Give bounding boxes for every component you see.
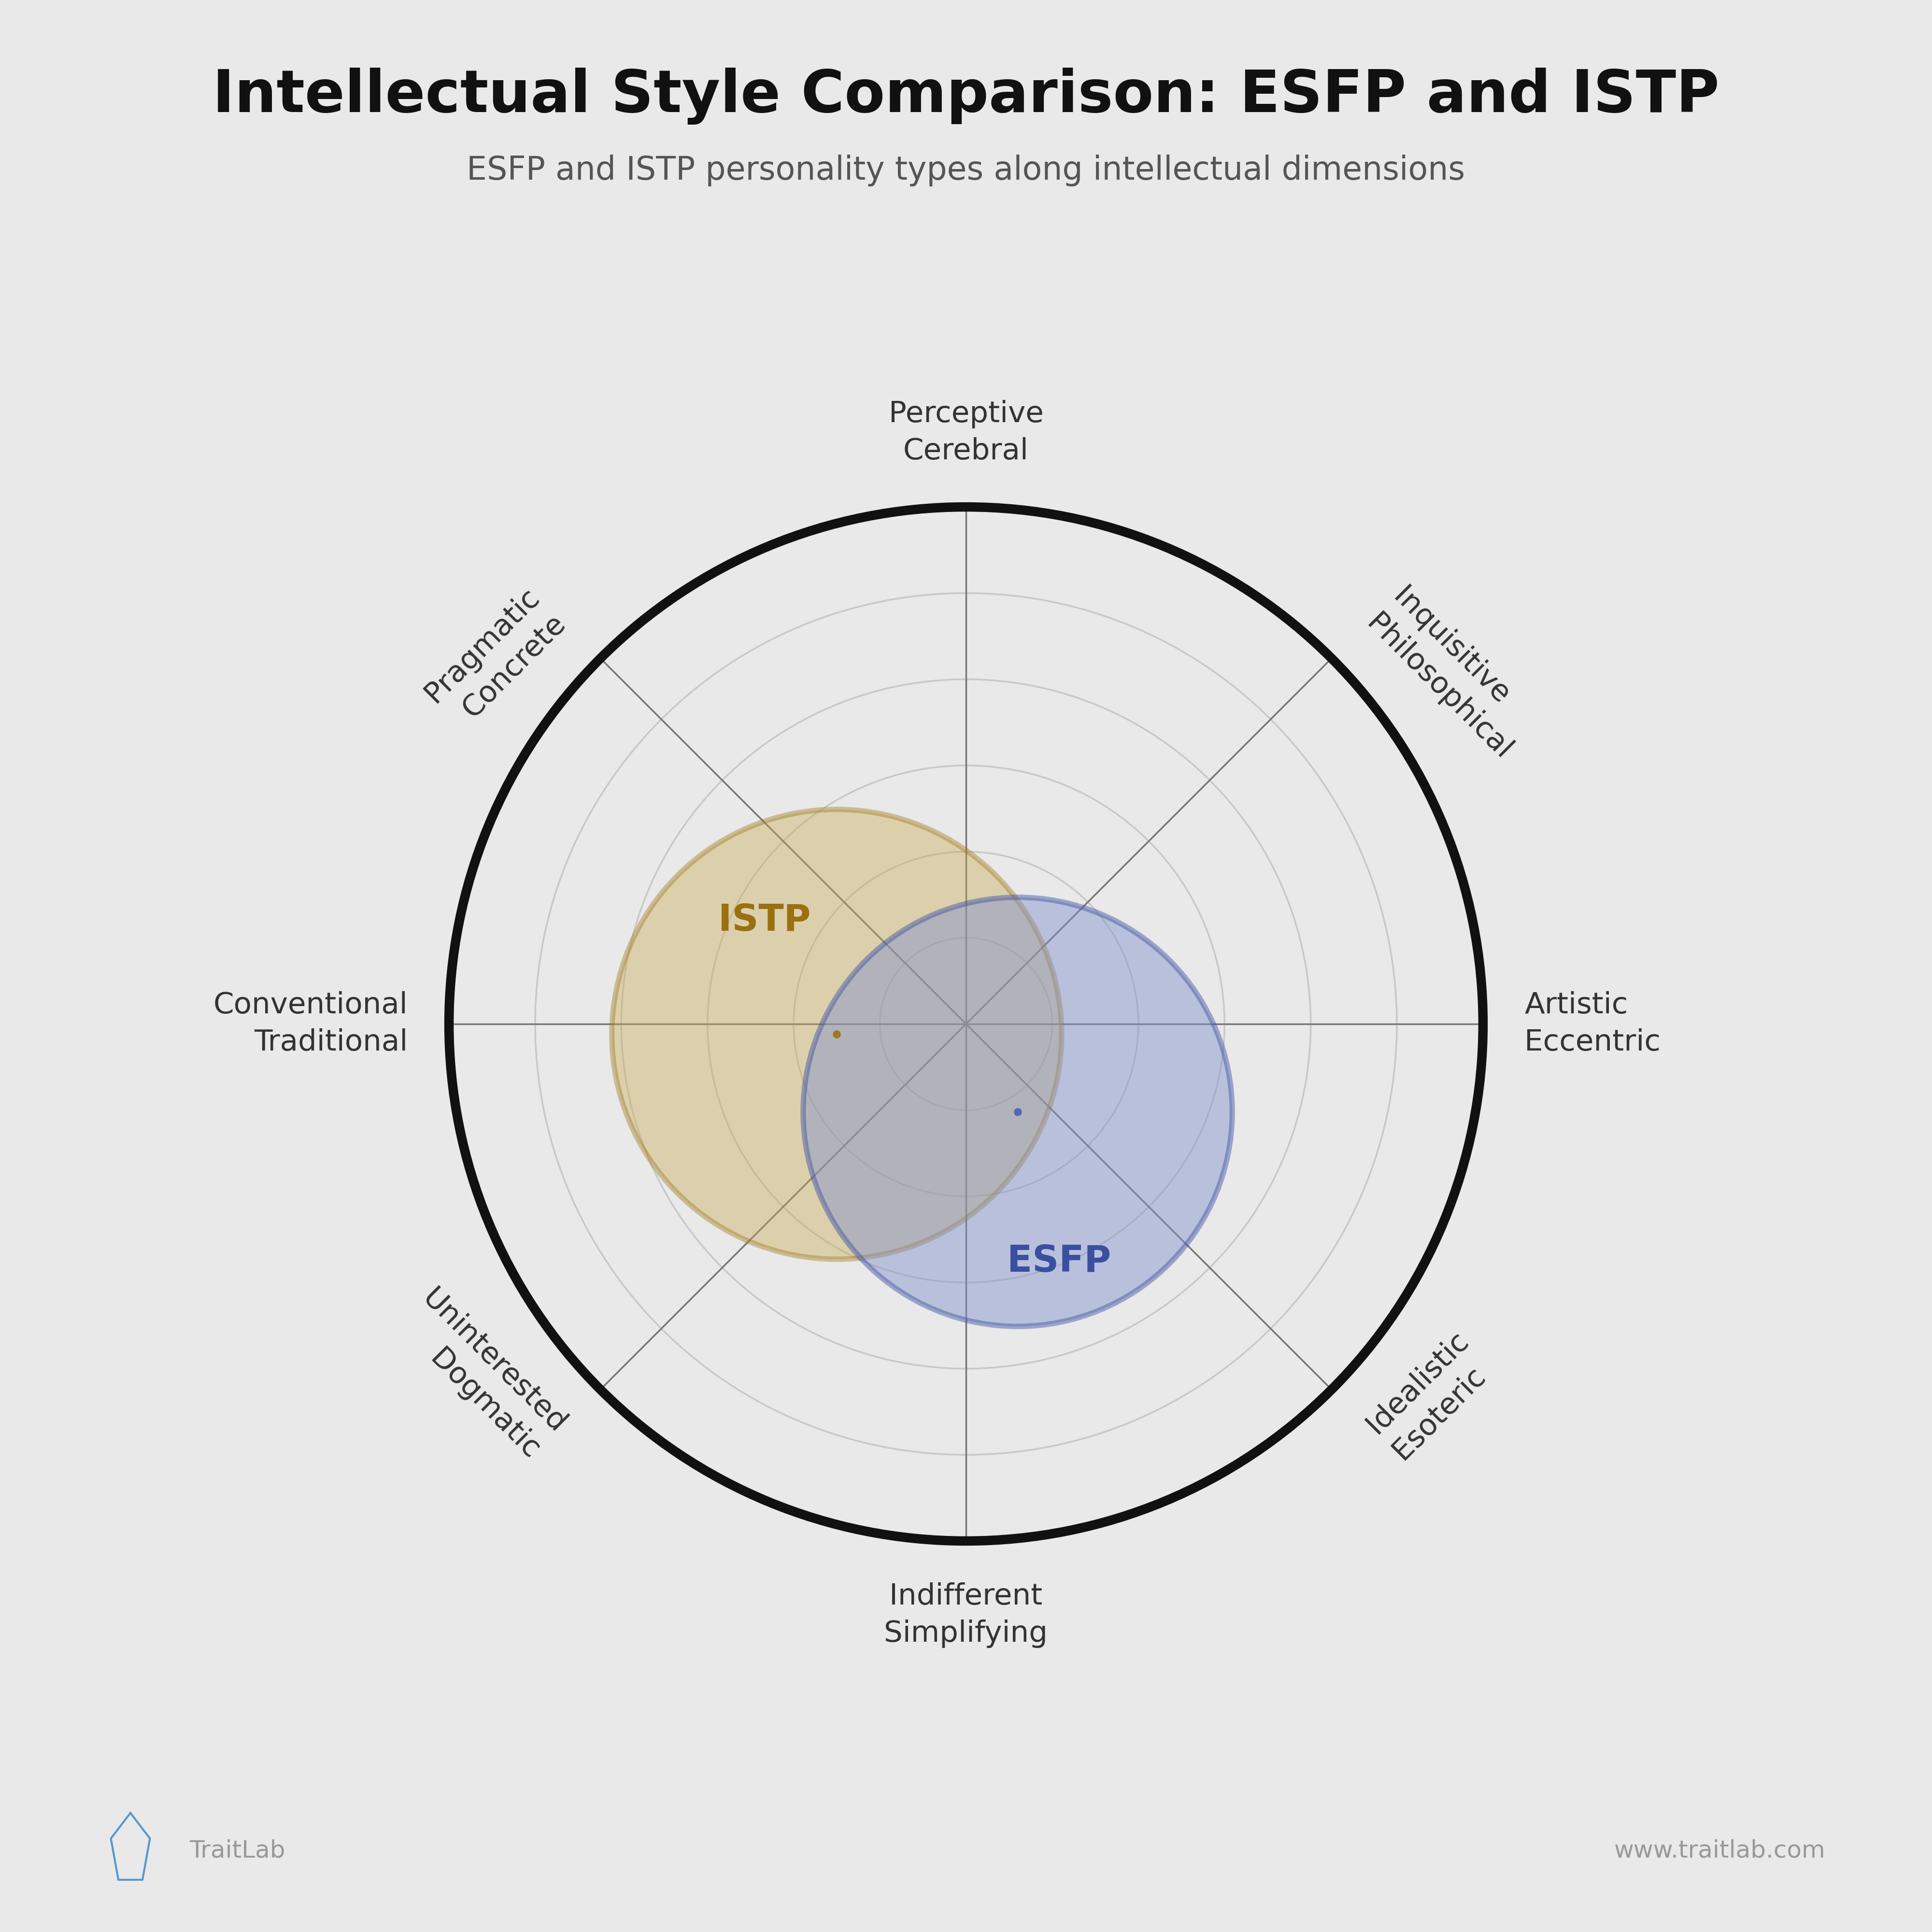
- Text: TraitLab: TraitLab: [189, 1839, 286, 1862]
- Text: Artistic
Eccentric: Artistic Eccentric: [1524, 991, 1662, 1057]
- Text: Idealistic
Esoteric: Idealistic Esoteric: [1360, 1325, 1501, 1464]
- Text: ESFP and ISTP personality types along intellectual dimensions: ESFP and ISTP personality types along in…: [468, 155, 1464, 187]
- Circle shape: [804, 896, 1233, 1327]
- Text: Inquisitive
Philosophical: Inquisitive Philosophical: [1360, 583, 1544, 765]
- Point: [821, 1018, 852, 1049]
- Text: Uninterested
Dogmatic: Uninterested Dogmatic: [390, 1285, 572, 1464]
- Text: ESFP: ESFP: [1007, 1244, 1111, 1279]
- Point: [1003, 1095, 1034, 1126]
- Text: Perceptive
Cerebral: Perceptive Cerebral: [889, 400, 1043, 466]
- Text: ISTP: ISTP: [719, 902, 811, 939]
- Circle shape: [612, 810, 1063, 1260]
- Text: Intellectual Style Comparison: ESFP and ISTP: Intellectual Style Comparison: ESFP and …: [213, 68, 1719, 124]
- Text: www.traitlab.com: www.traitlab.com: [1615, 1839, 1826, 1862]
- Text: Pragmatic
Concrete: Pragmatic Concrete: [419, 583, 572, 734]
- Text: Indifferent
Simplifying: Indifferent Simplifying: [885, 1582, 1047, 1648]
- Text: Conventional
Traditional: Conventional Traditional: [213, 991, 408, 1057]
